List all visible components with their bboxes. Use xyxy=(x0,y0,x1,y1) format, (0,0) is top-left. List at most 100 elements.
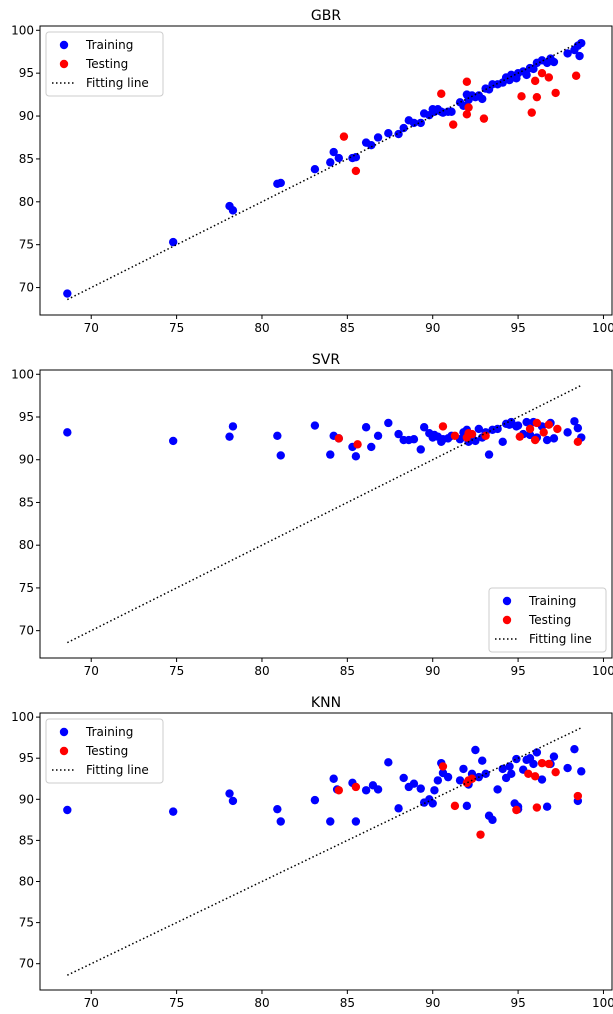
training-point xyxy=(577,767,586,776)
training-point xyxy=(507,769,516,779)
training-point xyxy=(529,759,538,769)
training-point xyxy=(310,795,320,805)
x-tick-label: 95 xyxy=(510,664,525,678)
x-tick-label: 70 xyxy=(84,664,99,678)
training-point xyxy=(416,118,425,128)
y-tick-label: 95 xyxy=(19,751,34,765)
legend: Training Testing Fitting line xyxy=(45,31,164,97)
training-point xyxy=(276,817,285,826)
training-point xyxy=(310,421,320,430)
testing-point xyxy=(339,132,349,141)
testing-point xyxy=(551,767,560,777)
testing-point xyxy=(544,73,554,82)
testing-point xyxy=(532,418,542,428)
chart-title: SVR xyxy=(312,352,340,368)
fitting-line xyxy=(66,727,582,976)
legend: Training Testing Fitting line xyxy=(488,587,607,653)
legend-label-testing: Testing xyxy=(85,57,128,71)
testing-point xyxy=(462,77,472,86)
y-tick-label: 80 xyxy=(19,875,34,889)
legend-label-testing: Testing xyxy=(528,613,571,627)
training-point xyxy=(513,421,523,430)
testing-point xyxy=(476,830,485,839)
training-point xyxy=(419,423,429,432)
axes-frame xyxy=(39,712,613,991)
training-point xyxy=(443,772,453,782)
training-point xyxy=(522,417,531,427)
x-tick-label: 100 xyxy=(592,664,613,678)
x-tick-label: 90 xyxy=(425,321,440,335)
testing-point xyxy=(537,758,547,768)
training-point xyxy=(367,141,376,150)
training-point xyxy=(273,804,282,814)
training-point xyxy=(168,436,178,446)
legend-label-training: Training xyxy=(85,725,133,739)
x-tick-label: 80 xyxy=(254,996,269,1010)
testing-point xyxy=(351,166,361,176)
testing-point xyxy=(438,762,448,771)
testing-point xyxy=(450,801,460,811)
training-point xyxy=(63,289,72,298)
testing-point xyxy=(532,92,542,102)
legend: Training Testing Fitting line xyxy=(45,718,164,784)
x-tick-label: 85 xyxy=(340,664,355,678)
training-point xyxy=(570,744,579,754)
training-point xyxy=(532,748,542,757)
y-tick-label: 75 xyxy=(19,916,34,930)
training-point xyxy=(575,51,584,61)
training-point xyxy=(549,57,559,67)
testing-point xyxy=(524,769,533,779)
y-tick-label: 70 xyxy=(19,624,34,638)
y-tick-label: 85 xyxy=(19,833,34,847)
testing-point xyxy=(353,440,362,449)
training-point xyxy=(416,784,425,793)
training-point xyxy=(428,799,437,808)
testing-point xyxy=(449,120,458,129)
x-tick-label: 75 xyxy=(169,321,184,335)
training-point xyxy=(394,804,403,813)
training-point xyxy=(498,437,507,446)
training-point xyxy=(512,754,521,764)
training-point xyxy=(276,451,285,460)
training-point xyxy=(563,428,572,437)
legend-marker-testing xyxy=(502,615,512,625)
y-tick-label: 70 xyxy=(19,281,34,295)
training-point xyxy=(399,123,408,133)
training-point xyxy=(525,430,535,440)
y-tick-label: 90 xyxy=(19,792,34,806)
y-tick-label: 75 xyxy=(19,581,34,595)
testing-point xyxy=(544,759,554,769)
training-point xyxy=(384,128,393,138)
legend-box xyxy=(488,587,607,653)
testing-point xyxy=(517,92,526,101)
training-point xyxy=(228,796,238,806)
legend-label-training: Training xyxy=(85,38,133,52)
training-point xyxy=(399,773,408,783)
y-tick-label: 95 xyxy=(19,410,34,424)
training-point xyxy=(228,422,238,431)
y-tick-label: 80 xyxy=(19,195,34,209)
testing-point xyxy=(527,108,536,117)
training-point xyxy=(409,435,419,444)
legend-box xyxy=(45,31,164,97)
x-tick-label: 90 xyxy=(425,996,440,1010)
training-point xyxy=(459,764,468,774)
training-point xyxy=(326,817,335,826)
training-point xyxy=(334,153,344,163)
training-point xyxy=(455,776,465,785)
training-point xyxy=(493,785,502,794)
training-point xyxy=(276,178,285,188)
testing-point xyxy=(334,434,344,443)
training-point xyxy=(510,799,519,808)
training-point xyxy=(329,147,338,157)
training-point xyxy=(168,807,178,816)
training-point xyxy=(537,775,547,784)
training-point xyxy=(493,424,502,434)
testing-point xyxy=(438,422,448,431)
training-point xyxy=(478,94,487,104)
training-point xyxy=(329,774,338,783)
training-point xyxy=(225,789,234,798)
x-tick-label: 80 xyxy=(254,664,269,678)
training-point xyxy=(384,418,393,428)
